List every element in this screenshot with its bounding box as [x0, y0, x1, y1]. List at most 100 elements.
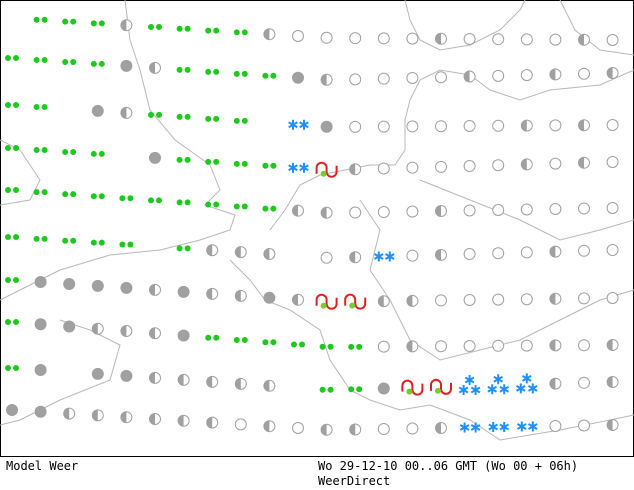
drizzle-dot — [90, 150, 97, 157]
partly-cloudy-fill — [578, 119, 584, 131]
model-label: Model Weer — [6, 459, 79, 473]
drizzle-dot — [90, 20, 97, 27]
clear — [377, 423, 390, 436]
drizzle-dot — [33, 56, 40, 63]
partly-cloudy-fill — [464, 71, 470, 83]
clear — [377, 340, 390, 353]
clear — [406, 205, 419, 218]
source: WeerDirect — [318, 474, 391, 488]
partly-cloudy-fill — [378, 295, 384, 307]
overcast — [91, 104, 104, 117]
drizzle-dot — [233, 336, 240, 343]
partly-cloudy-fill — [406, 340, 413, 352]
clear — [406, 422, 419, 435]
drizzle-dot — [184, 25, 191, 32]
clear — [377, 162, 390, 175]
partly-cloudy-fill — [607, 419, 613, 431]
partly-cloudy-fill — [120, 325, 127, 337]
snow-star — [499, 385, 510, 393]
partly-cloudy-fill — [607, 339, 613, 351]
drizzle-dot — [33, 16, 40, 23]
partly-cloudy-fill — [63, 408, 70, 420]
drizzle-dot — [156, 23, 162, 30]
drizzle-dot — [233, 29, 240, 36]
partly-cloudy-fill — [263, 380, 270, 392]
clear — [549, 203, 562, 216]
partly-cloudy-fill — [206, 244, 213, 256]
partly-cloudy-fill — [149, 413, 155, 425]
snow-star — [299, 164, 309, 172]
fog-rain — [344, 293, 367, 310]
drizzle-dot — [241, 117, 248, 124]
drizzle-dot — [184, 156, 191, 163]
partly-cloudy-fill — [206, 288, 213, 300]
clear — [578, 292, 590, 305]
partly-cloudy-fill — [206, 376, 213, 388]
overcast — [120, 281, 133, 294]
drizzle-dot — [356, 343, 363, 350]
partly-cloudy-fill — [292, 294, 298, 306]
clear — [606, 118, 619, 131]
clear — [578, 376, 590, 389]
drizzle-dot — [184, 245, 191, 252]
drizzle-dot — [62, 148, 69, 155]
clear — [492, 293, 505, 306]
snow-star — [527, 385, 538, 392]
partly-cloudy-fill — [263, 28, 270, 40]
drizzle-dot — [184, 113, 191, 120]
overcast — [120, 59, 133, 72]
drizzle-dot — [241, 203, 248, 210]
drizzle-dot — [156, 111, 162, 118]
overcast — [34, 405, 47, 418]
drizzle-dot — [270, 205, 277, 212]
drizzle-dot — [70, 18, 77, 25]
clear — [520, 246, 533, 259]
partly-cloudy-fill — [435, 249, 441, 261]
drizzle-dot — [13, 187, 19, 193]
clear — [463, 248, 476, 261]
partly-cloudy-fill — [120, 107, 127, 119]
overcast — [120, 369, 133, 382]
overcast — [263, 291, 276, 304]
partly-cloudy-fill — [549, 68, 556, 80]
clear — [406, 71, 419, 84]
drizzle-dot — [90, 60, 97, 67]
clear — [406, 32, 419, 45]
clear — [578, 339, 590, 352]
fog-rain-dot — [320, 170, 327, 177]
drizzle-dot — [299, 341, 305, 348]
drizzle-dot — [176, 113, 183, 120]
clear — [492, 339, 505, 352]
partly-cloudy-fill — [321, 74, 327, 86]
map-frame — [0, 0, 634, 457]
drizzle-dot — [13, 145, 19, 151]
clear — [606, 243, 619, 256]
clear — [234, 418, 247, 431]
snow-star — [516, 423, 527, 430]
drizzle-dot — [233, 117, 240, 124]
drizzle-dot — [13, 277, 19, 283]
drizzle-dot — [41, 235, 48, 242]
drizzle-dot — [98, 150, 105, 157]
clear — [349, 120, 362, 133]
drizzle-dot — [98, 193, 105, 200]
drizzle-dot — [62, 191, 69, 198]
partly-cloudy-fill — [178, 415, 184, 427]
snow-star — [521, 375, 532, 382]
clear — [292, 421, 304, 434]
overcast — [320, 120, 333, 133]
drizzle-dot — [90, 193, 97, 200]
overcast — [63, 277, 76, 290]
drizzle-dot — [205, 201, 212, 208]
drizzle-dot — [5, 277, 11, 283]
overcast — [34, 363, 47, 376]
drizzle-dot — [241, 336, 248, 343]
drizzle-dot — [205, 158, 212, 165]
drizzle-dot — [5, 319, 11, 325]
partly-cloudy-fill — [549, 293, 556, 305]
fog-rain-dot — [406, 388, 413, 395]
drizzle-dot — [348, 343, 355, 350]
drizzle-dot — [233, 203, 240, 210]
drizzle-dot — [213, 201, 220, 208]
